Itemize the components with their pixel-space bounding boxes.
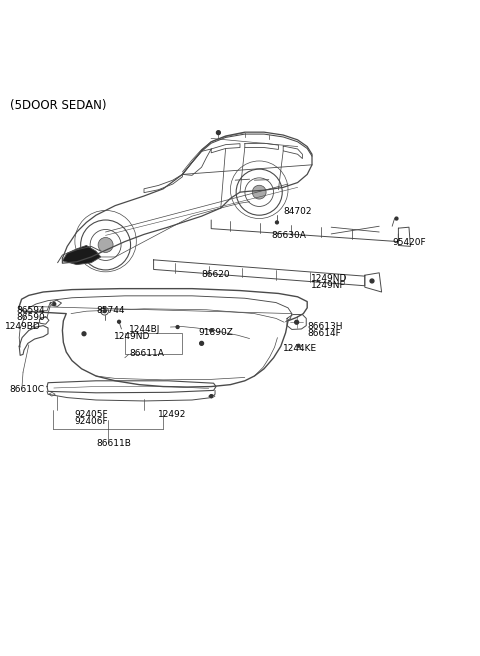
Circle shape — [118, 320, 120, 323]
Circle shape — [295, 320, 299, 324]
Circle shape — [176, 325, 179, 329]
Text: 92406F: 92406F — [74, 417, 108, 426]
Text: 1249BD: 1249BD — [5, 321, 40, 331]
Circle shape — [210, 395, 213, 398]
Text: 12492: 12492 — [158, 410, 187, 419]
Text: 92405F: 92405F — [74, 410, 108, 419]
Text: 95420F: 95420F — [393, 238, 426, 247]
Text: 1249ND: 1249ND — [311, 274, 348, 283]
Text: 86620: 86620 — [202, 270, 230, 279]
Text: 86611A: 86611A — [130, 349, 165, 358]
Text: 1249ND: 1249ND — [114, 332, 151, 341]
Text: (5DOOR SEDAN): (5DOOR SEDAN) — [10, 98, 106, 112]
Text: 1244KE: 1244KE — [283, 344, 317, 353]
Text: 84702: 84702 — [283, 207, 312, 216]
Circle shape — [103, 310, 106, 313]
Text: 1249NF: 1249NF — [311, 281, 346, 290]
Circle shape — [98, 237, 113, 253]
Text: 86613H: 86613H — [307, 322, 343, 331]
Circle shape — [252, 185, 266, 199]
Text: 1244BJ: 1244BJ — [129, 325, 160, 334]
Circle shape — [82, 332, 86, 336]
Circle shape — [200, 341, 204, 345]
Circle shape — [276, 221, 278, 224]
Text: 86614F: 86614F — [307, 329, 341, 338]
Bar — [125, 333, 182, 354]
Text: 86611B: 86611B — [96, 439, 131, 448]
Text: 86630A: 86630A — [271, 232, 306, 240]
Text: 91890Z: 91890Z — [198, 328, 233, 337]
Text: 85744: 85744 — [96, 306, 124, 315]
Circle shape — [216, 131, 220, 134]
Circle shape — [210, 329, 213, 332]
Circle shape — [370, 279, 374, 283]
Circle shape — [53, 302, 56, 306]
Text: 86594: 86594 — [17, 306, 46, 315]
Text: 86610C: 86610C — [10, 385, 45, 394]
Polygon shape — [62, 245, 101, 264]
Circle shape — [395, 217, 398, 220]
Circle shape — [297, 344, 300, 347]
Text: 86590: 86590 — [17, 313, 46, 322]
